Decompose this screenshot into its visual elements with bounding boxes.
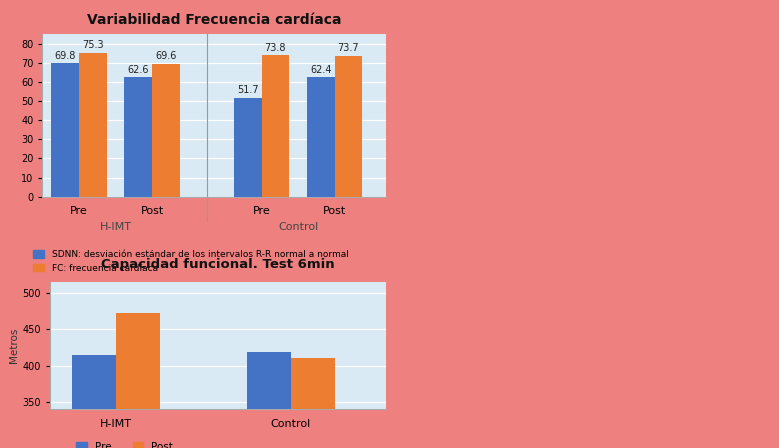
Text: 69.6: 69.6 (155, 51, 177, 61)
Text: 51.7: 51.7 (237, 86, 259, 95)
Bar (72, 354, 116, 448)
Bar (291, 358, 335, 448)
Text: H-IMT: H-IMT (100, 222, 132, 232)
Bar (79, 52, 107, 197)
Bar (152, 64, 180, 197)
Legend: SDNN: desviación estándar de los intervalos R-R normal a normal, FC: frecuencia : SDNN: desviación estándar de los interva… (30, 247, 352, 276)
Bar (234, 98, 262, 197)
Text: 69.8: 69.8 (55, 51, 76, 61)
Bar (307, 78, 334, 197)
Text: 62.6: 62.6 (128, 65, 149, 75)
Bar (262, 56, 289, 197)
Text: 73.7: 73.7 (337, 43, 359, 53)
Y-axis label: Metros: Metros (9, 328, 19, 363)
Bar (247, 353, 291, 448)
Text: 62.4: 62.4 (310, 65, 331, 75)
Bar (125, 77, 152, 197)
Bar (334, 56, 362, 197)
Text: Variabilidad Frecuencia cardíaca: Variabilidad Frecuencia cardíaca (86, 13, 341, 27)
Text: 73.8: 73.8 (265, 43, 286, 53)
Bar (116, 313, 160, 448)
Legend: Pre, Post: Pre, Post (72, 437, 178, 448)
Bar (51, 63, 79, 197)
Text: Control: Control (278, 222, 318, 232)
Text: 75.3: 75.3 (82, 40, 104, 50)
Text: Capacidad funcional. Test 6min: Capacidad funcional. Test 6min (101, 258, 335, 271)
